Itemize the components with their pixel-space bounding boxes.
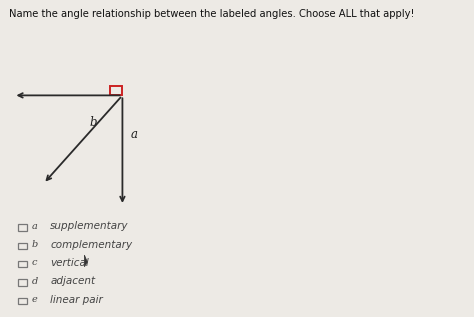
Text: linear pair: linear pair [50, 294, 103, 305]
Polygon shape [84, 255, 87, 267]
Text: e: e [32, 295, 37, 304]
Text: complementary: complementary [50, 240, 132, 250]
Text: a: a [131, 128, 138, 141]
Text: adjacent: adjacent [50, 276, 95, 286]
Text: d: d [32, 277, 38, 286]
Text: supplementary: supplementary [50, 221, 129, 231]
Text: c: c [32, 258, 37, 268]
Text: b: b [89, 116, 97, 129]
Text: Name the angle relationship between the labeled angles. Choose ALL that apply!: Name the angle relationship between the … [9, 9, 415, 19]
Text: a: a [32, 222, 38, 231]
Text: vertical: vertical [50, 258, 89, 268]
Text: b: b [32, 240, 38, 249]
